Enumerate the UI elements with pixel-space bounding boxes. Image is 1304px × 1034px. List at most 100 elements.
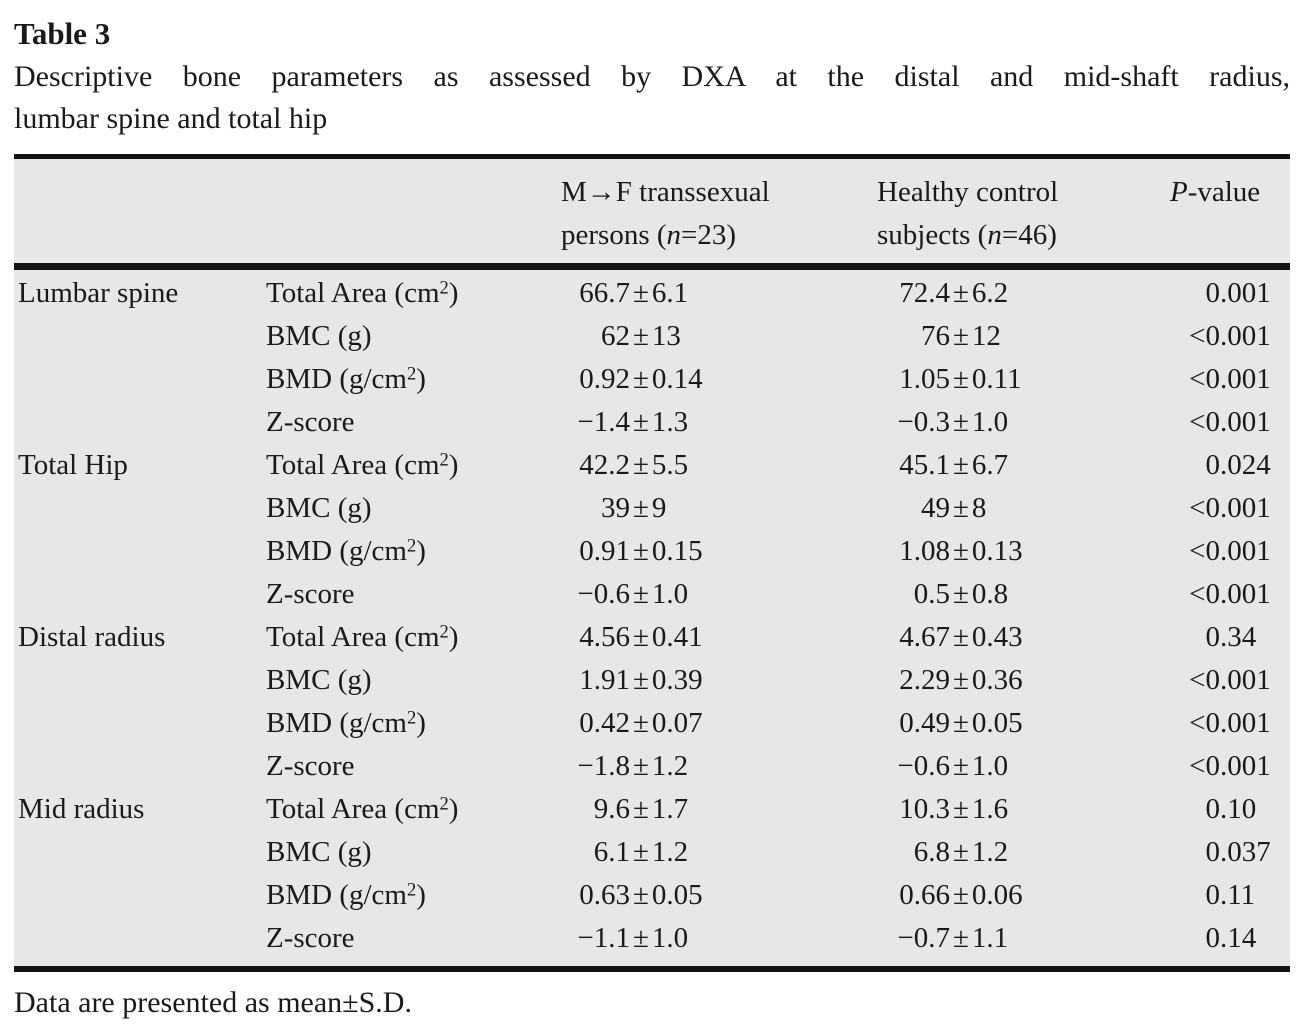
row-parameter-label: Z-score (266, 922, 355, 954)
row-parameter-label: BMD (g/cm2) (266, 879, 426, 911)
value-sd: 1.0 (651, 922, 689, 954)
control-value-cell: 4.67 ±0.43 (874, 616, 1166, 659)
table-top-rule (14, 154, 1290, 159)
plus-minus-sign: ± (953, 578, 969, 610)
control-value-cell: 2.29 ±0.36 (874, 659, 1166, 702)
header-region-column (14, 171, 262, 257)
control-value-cell: 72.4 ±6.2 (874, 272, 1166, 315)
control-value-cell: 49 ±8 (874, 487, 1166, 530)
plus-minus-sign: ± (633, 707, 649, 739)
table-row: Mid radius Total Area (cm2) 9.6 ±1.7 10.3 ±1.… (14, 788, 1290, 831)
value-mean: 10.3 (899, 793, 950, 825)
pvalue-cell: 0. 11 (1166, 874, 1290, 917)
row-parameter-label: BMD (g/cm2) (266, 363, 426, 395)
plus-minus-sign: ± (953, 707, 969, 739)
mf-value-cell: 0.63 ±0.05 (558, 874, 874, 917)
row-region-label (14, 702, 262, 745)
row-region-label: Mid radius (18, 793, 145, 825)
plus-minus-sign: ± (953, 406, 969, 438)
plus-minus-sign: ± (633, 750, 649, 782)
table-header-row: M→F transsexual persons (n=23) Healthy c… (14, 159, 1290, 263)
value-sd: 5.5 (651, 449, 689, 481)
data-table: M→F transsexual persons (n=23) Healthy c… (14, 154, 1290, 972)
value-sd: 0.43 (971, 621, 1023, 653)
pvalue-cell: 0. 037 (1166, 831, 1290, 874)
row-region-label (14, 530, 262, 573)
pvalue-integer-part: 0 (1205, 922, 1221, 954)
pvalue-cell: <0. 001 (1166, 487, 1290, 530)
value-mean: −0.3 (897, 406, 950, 438)
value-sd: 12 (971, 320, 1001, 352)
value-mean: 39 (601, 492, 630, 524)
value-sd: 1.2 (971, 836, 1009, 868)
decimal-point: . (1220, 707, 1228, 739)
value-mean: 6.1 (593, 836, 630, 868)
pvalue-integer-part: <0 (1189, 363, 1220, 395)
pvalue-cell: <0. 001 (1166, 573, 1290, 616)
value-sd: 0.06 (971, 879, 1023, 911)
pvalue-cell: 0. 024 (1166, 444, 1290, 487)
value-mean: −0.7 (897, 922, 950, 954)
pvalue-cell: 0. 10 (1166, 788, 1290, 831)
row-region-label (14, 401, 262, 444)
plus-minus-sign: ± (633, 363, 649, 395)
decimal-point: . (1220, 750, 1228, 782)
plus-minus-sign: ± (633, 836, 649, 868)
row-region-label (14, 358, 262, 401)
row-parameter-label: Z-score (266, 578, 355, 610)
control-value-cell: 0.49 ±0.05 (874, 702, 1166, 745)
table-body: Lumbar spine Total Area (cm2) 66.7 ±6.1 72.4… (14, 270, 1290, 966)
value-mean: 49 (921, 492, 950, 524)
decimal-point: . (1220, 535, 1228, 567)
pvalue-integer-part: 0 (1205, 836, 1221, 868)
value-sd: 13 (651, 320, 681, 352)
mf-value-cell: 42.2 ±5.5 (558, 444, 874, 487)
value-mean: 76 (921, 320, 950, 352)
value-mean: 45.1 (899, 449, 950, 481)
value-mean: 62 (601, 320, 630, 352)
row-region-label (14, 315, 262, 358)
plus-minus-sign: ± (953, 277, 969, 309)
plus-minus-sign: ± (633, 578, 649, 610)
mf-value-cell: −1.1 ±1.0 (558, 917, 874, 960)
control-value-cell: 0.5 ±0.8 (874, 573, 1166, 616)
pvalue-integer-part: <0 (1189, 535, 1220, 567)
value-mean: 0.5 (913, 578, 950, 610)
value-mean: −0.6 (577, 578, 630, 610)
row-parameter-label: Total Area (cm2) (266, 277, 459, 309)
table-row: Total Hip Total Area (cm2) 42.2 ±5.5 45.1 ±6.… (14, 444, 1290, 487)
value-mean: −1.8 (577, 750, 630, 782)
plus-minus-sign: ± (633, 922, 649, 954)
header-mf-group: M→F transsexual persons (n=23) (558, 171, 874, 257)
pvalue-integer-part: 0 (1205, 793, 1221, 825)
header-pvalue-column: P-value (1170, 176, 1261, 208)
plus-minus-sign: ± (633, 535, 649, 567)
plus-minus-sign: ± (633, 664, 649, 696)
value-sd: 0.41 (651, 621, 703, 653)
table-title: Table 3 (14, 16, 111, 51)
plus-minus-sign: ± (633, 492, 649, 524)
table-row: Z-score −0.6 ±1.0 0.5 ±0.8 <0. 001 (14, 573, 1290, 616)
table-row: Z-score −1.4 ±1.3 −0.3 ±1.0 <0. 001 (14, 401, 1290, 444)
control-value-cell: −0.7 ±1.1 (874, 917, 1166, 960)
pvalue-fraction-part: 001 (1227, 707, 1271, 739)
pvalue-fraction-part: 001 (1227, 363, 1271, 395)
plus-minus-sign: ± (633, 406, 649, 438)
pvalue-fraction-part: 10 (1227, 793, 1257, 825)
control-value-cell: 76 ±12 (874, 315, 1166, 358)
header-parameter-column (262, 171, 558, 257)
pvalue-integer-part: 0 (1205, 879, 1221, 911)
value-sd: 1.2 (651, 750, 689, 782)
value-sd: 6.1 (651, 277, 689, 309)
value-sd: 0.14 (651, 363, 703, 395)
plus-minus-sign: ± (953, 363, 969, 395)
control-value-cell: 45.1 ±6.7 (874, 444, 1166, 487)
decimal-point: . (1220, 621, 1228, 653)
table-row: Distal radius Total Area (cm2) 4.56 ±0.41 4.… (14, 616, 1290, 659)
pvalue-integer-part: <0 (1189, 406, 1220, 438)
pvalue-integer-part: <0 (1189, 750, 1220, 782)
plus-minus-sign: ± (953, 879, 969, 911)
control-value-cell: −0.6 ±1.0 (874, 745, 1166, 788)
value-sd: 0.36 (971, 664, 1023, 696)
table-row: BMD (g/cm2) 0.92 ±0.14 1.05 ±0.11 <0. 001 (14, 358, 1290, 401)
